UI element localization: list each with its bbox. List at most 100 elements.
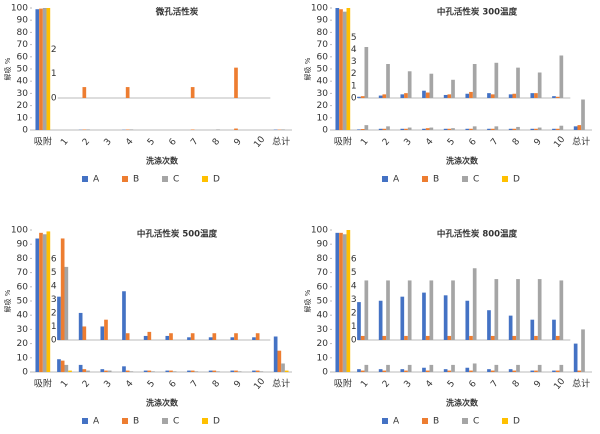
x-tick-label: 1 [359,379,370,390]
bar [364,125,369,130]
bar [357,369,361,372]
inset-y-tick-label: 1 [351,322,357,332]
bar [122,366,126,372]
y-tick-label: 50 [317,65,329,75]
bar [581,99,585,130]
inset-bar [530,93,535,98]
x-tick-label: 9 [533,379,545,390]
x-tick-label: 4 [424,379,436,390]
legend-swatch [462,176,468,182]
bar [129,129,134,130]
x-axis-label: 洗涤次数 [446,156,479,166]
bar [277,350,282,372]
bar [386,364,390,372]
y-tick-label: 100 [11,4,28,14]
bar [378,369,383,372]
bar [512,128,517,130]
bar [577,370,582,372]
legend-swatch [382,176,388,182]
bar [255,370,260,372]
bar [573,126,578,130]
bar [190,370,195,372]
y-tick-label: 50 [17,65,29,75]
bar [490,370,495,372]
x-tick-label: 吸附 [334,378,352,390]
inset-bar [494,279,499,340]
inset-y-tick-label: 2 [351,308,357,318]
inset-y-tick-label: 2 [51,45,57,55]
legend-swatch [162,176,168,182]
x-tick-label: 4 [424,137,436,148]
inset-y-tick-label: 6 [51,254,57,264]
inset-bar [147,331,152,340]
bar [187,370,191,372]
legend-label: C [173,175,179,185]
inset-bar [534,93,538,98]
inset-y-tick-label: 6 [351,254,357,264]
y-tick-label: 90 [17,16,29,26]
bar [516,126,520,130]
inset-bar [472,64,477,98]
legend-swatch [422,176,428,182]
bar [172,371,177,372]
y-tick-label: 20 [317,101,329,111]
legend-swatch [122,176,128,182]
legend-label: C [173,417,179,427]
inset-bar [552,96,556,98]
inset-bar [187,337,191,340]
bar [443,369,448,372]
y-tick-label: 0 [22,126,28,136]
inset-bar [429,280,434,340]
inset-y-tick-label: 5 [51,268,57,278]
inset-bar [425,335,430,340]
bar [472,363,477,372]
inset-bar [443,295,448,340]
legend-swatch [82,176,88,182]
inset-bar [360,96,365,98]
y-tick-label: 90 [17,240,29,250]
bar [555,128,560,130]
bar [443,128,448,130]
inset-bar [472,268,477,340]
inset-y-tick-label: 1 [51,322,57,332]
bar [581,329,585,372]
inset-bar [382,94,387,98]
y-tick-label: 100 [311,4,328,14]
inset-bar [508,315,513,340]
inset-bar [252,337,256,340]
inset-bar [425,92,430,98]
inset-y-tick-label: 0 [351,94,357,104]
x-tick-label: 5 [446,137,457,148]
inset-bar [516,279,520,340]
bar [100,369,105,372]
bar [552,370,556,372]
bar [64,364,69,372]
inset-y-tick-label: 5 [351,33,357,43]
y-tick-label: 60 [17,282,29,292]
x-tick-label: 1 [59,379,70,390]
bar [494,126,499,130]
x-tick-label: 10 [552,135,567,150]
bar [447,370,452,372]
inset-bar [165,335,170,340]
bar [169,370,173,372]
inset-y-tick-label: 4 [51,281,57,291]
bar [360,129,365,130]
x-tick-label: 4 [124,137,136,148]
y-tick-label: 100 [311,226,328,236]
inset-y-tick-label: 3 [351,295,357,305]
x-axis-label: 洗涤次数 [146,156,179,166]
bar [234,370,238,372]
x-tick-label: 7 [189,137,200,148]
inset-bar [534,335,538,340]
inset-bar [516,67,520,98]
legend-label: A [93,175,100,185]
bar [68,370,72,372]
inset-bar [57,296,61,340]
bar [78,364,83,372]
inset-y-tick-label: 0 [51,336,57,346]
inset-bar [555,96,560,98]
x-tick-label: 3 [103,379,114,390]
legend-label: D [213,175,220,185]
bar [559,364,564,372]
